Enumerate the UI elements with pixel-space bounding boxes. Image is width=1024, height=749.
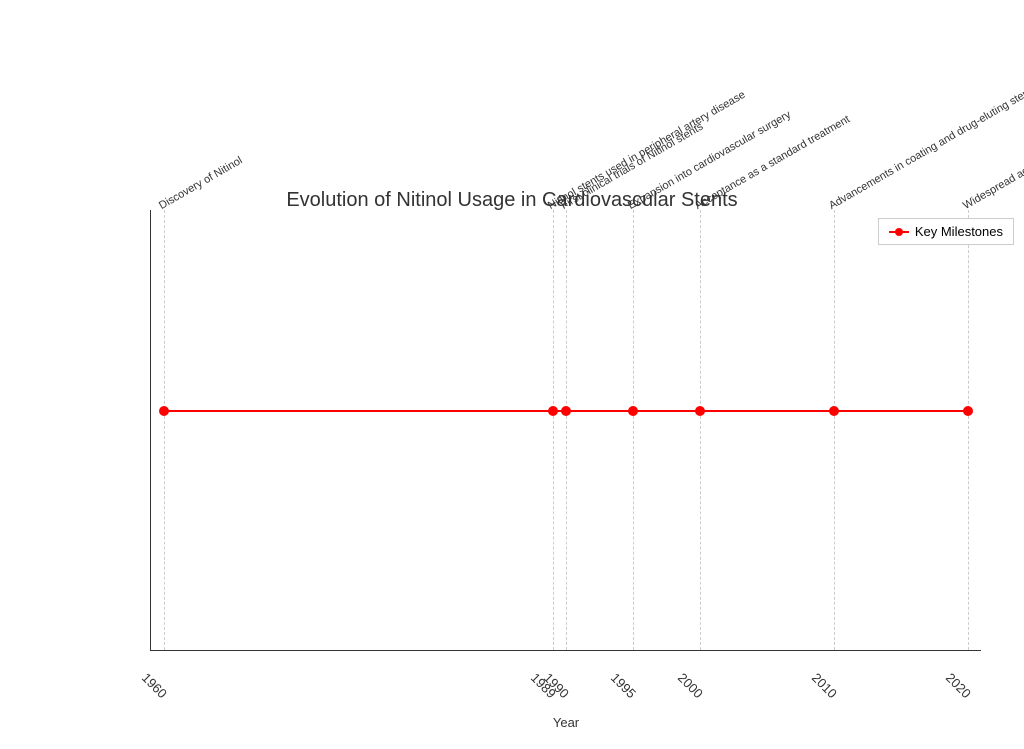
milestone-marker: [561, 406, 571, 416]
x-tick-label: 1995: [608, 670, 639, 701]
milestone-marker: [829, 406, 839, 416]
milestone-marker: [963, 406, 973, 416]
gridline: [834, 210, 835, 650]
milestone-marker: [548, 406, 558, 416]
legend-label: Key Milestones: [915, 224, 1003, 239]
milestone-marker: [695, 406, 705, 416]
gridline: [633, 210, 634, 650]
x-tick-label: 1960: [139, 670, 170, 701]
milestone-marker: [159, 406, 169, 416]
milestone-marker: [628, 406, 638, 416]
legend: Key Milestones: [878, 218, 1014, 245]
x-axis-label: Year: [151, 715, 981, 730]
x-tick-label: 2000: [675, 670, 706, 701]
gridline: [164, 210, 165, 650]
gridline: [968, 210, 969, 650]
legend-marker-icon: [895, 228, 903, 236]
gridline: [553, 210, 554, 650]
plot-area: 1960198919901995200020102020 Year: [150, 210, 981, 651]
chart-title: Evolution of Nitinol Usage in Cardiovasc…: [0, 189, 1024, 212]
x-tick-label: 2020: [943, 670, 974, 701]
chart-container: Evolution of Nitinol Usage in Cardiovasc…: [0, 0, 1024, 749]
chart-title-text: Evolution of Nitinol Usage in Cardiovasc…: [286, 189, 737, 211]
x-tick-label: 2010: [809, 670, 840, 701]
legend-line-icon: [889, 231, 909, 233]
gridline: [700, 210, 701, 650]
gridline: [566, 210, 567, 650]
